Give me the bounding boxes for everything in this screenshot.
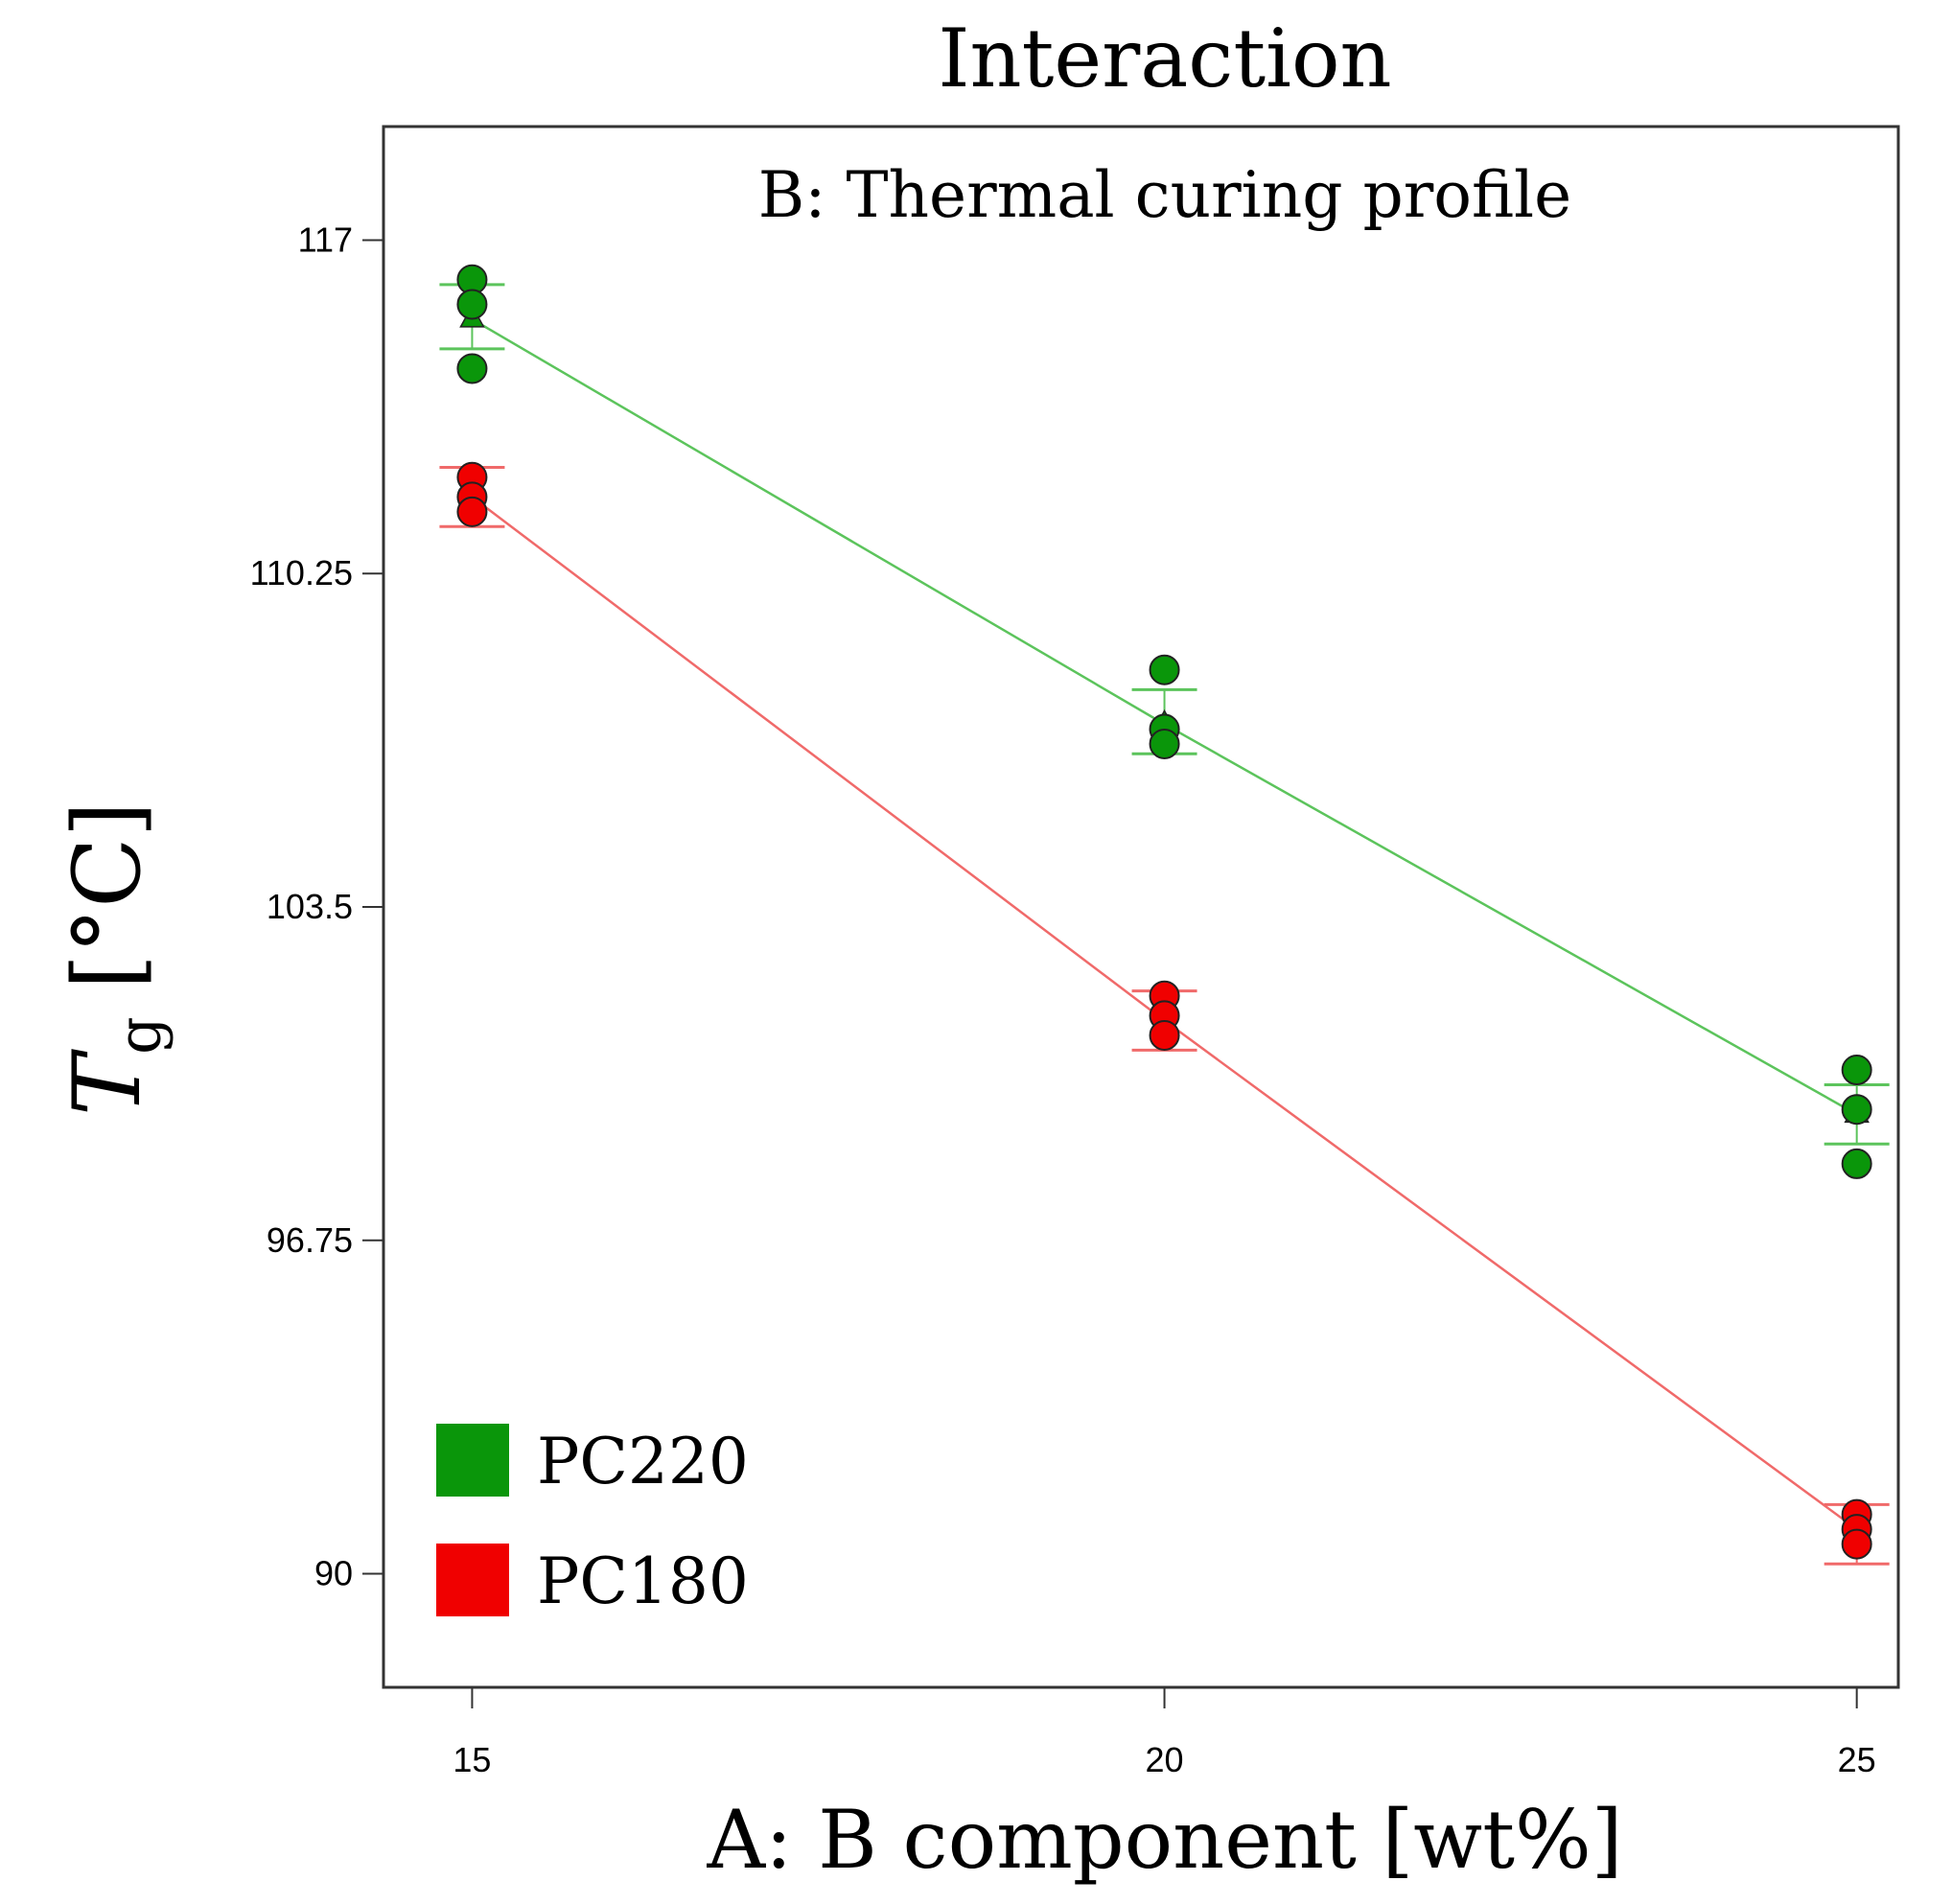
legend-swatch-pc220 (436, 1424, 509, 1497)
data-point-pc180 (1841, 1528, 1872, 1560)
y-axis-label-main: T (54, 1049, 161, 1116)
legend-label-pc220: PC220 (537, 1425, 749, 1498)
y-tick-label: 103.5 (267, 887, 353, 926)
data-point-pc220 (1149, 728, 1180, 759)
axes: 90 96.75 103.5 110.25 117 15 20 25 (250, 220, 1876, 1779)
legend: PC220 PC180 (436, 1424, 749, 1618)
y-tick-label: 96.75 (267, 1220, 353, 1260)
series-pc220 (439, 264, 1890, 1179)
x-tick-label: 15 (453, 1740, 491, 1779)
series-layer (439, 264, 1890, 1566)
data-point-pc220 (1841, 1148, 1872, 1179)
y-tick-label: 90 (314, 1554, 353, 1593)
x-axis-label: A: B component [wt%] (706, 1793, 1622, 1887)
data-point-pc220 (456, 353, 488, 384)
y-axis-label-unit: [°C] (54, 801, 161, 989)
data-point-pc220 (1841, 1094, 1872, 1126)
chart-subtitle: B: Thermal curing profile (758, 158, 1571, 232)
y-tick-label: 117 (298, 220, 353, 259)
y-axis-label: Tg [°C] (54, 801, 174, 1116)
data-point-pc220 (1841, 1055, 1872, 1086)
data-point-pc220 (1149, 654, 1180, 685)
x-tick-label: 20 (1146, 1740, 1184, 1779)
x-tick-label: 25 (1838, 1740, 1876, 1779)
data-point-pc180 (1149, 1019, 1180, 1051)
legend-label-pc180: PC180 (537, 1544, 749, 1618)
chart-title: Interaction (938, 12, 1391, 105)
y-tick-label: 110.25 (250, 553, 353, 592)
series-pc180 (439, 461, 1890, 1566)
data-point-pc220 (456, 289, 488, 320)
data-point-pc180 (456, 496, 488, 527)
legend-swatch-pc180 (436, 1544, 509, 1616)
y-axis-label-sub: g (105, 1016, 174, 1055)
